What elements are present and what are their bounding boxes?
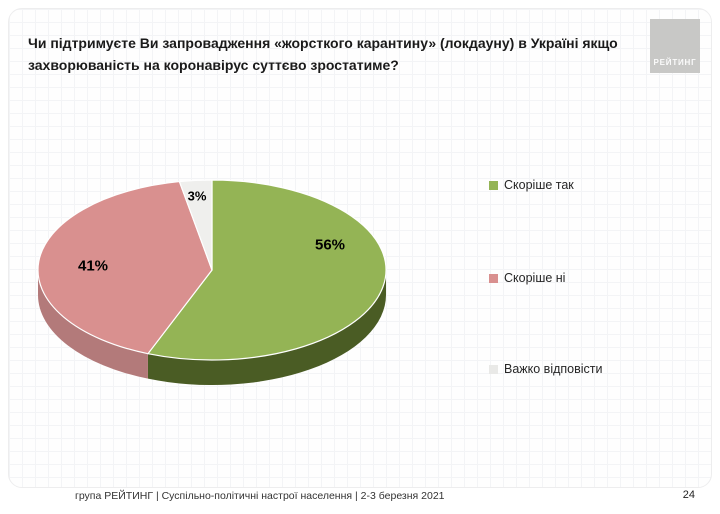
rating-logo: РЕЙТИНГ xyxy=(650,19,700,73)
pie-value-label-no: 41% xyxy=(77,257,109,275)
pie-chart-svg xyxy=(37,179,387,385)
legend-item-no: Скоріше ні xyxy=(489,271,565,285)
legend-swatch-yes-icon xyxy=(489,180,498,190)
pie-chart xyxy=(30,170,400,400)
pie-slice-top-0 xyxy=(147,179,387,361)
legend-label-yes: Скоріше так xyxy=(504,178,574,192)
pie-wall-1 xyxy=(38,270,148,379)
legend-swatch-no-icon xyxy=(489,273,498,283)
legend-label-hard: Важко відповісти xyxy=(504,362,603,376)
footer-source-line: група РЕЙТИНГ | Суспільно-політичні наст… xyxy=(75,490,445,502)
pie-value-label-hard: 3% xyxy=(187,188,207,204)
legend-label-no: Скоріше ні xyxy=(504,271,566,285)
pie-value-label-yes: 56% xyxy=(314,236,346,254)
legend-swatch-hard-icon xyxy=(489,364,498,374)
pie-slice-top-1 xyxy=(37,180,213,355)
legend-item-hard: Важко відповісти xyxy=(489,362,603,376)
pie-slice-top-2 xyxy=(178,179,213,271)
page-title: Чи підтримуєте Ви запровадження «жорстко… xyxy=(28,35,618,73)
page-number: 24 xyxy=(682,489,695,501)
pie-wall-0 xyxy=(147,270,386,385)
legend-item-yes: Скоріше так xyxy=(489,178,574,192)
rating-logo-label: РЕЙТИНГ xyxy=(653,58,697,67)
